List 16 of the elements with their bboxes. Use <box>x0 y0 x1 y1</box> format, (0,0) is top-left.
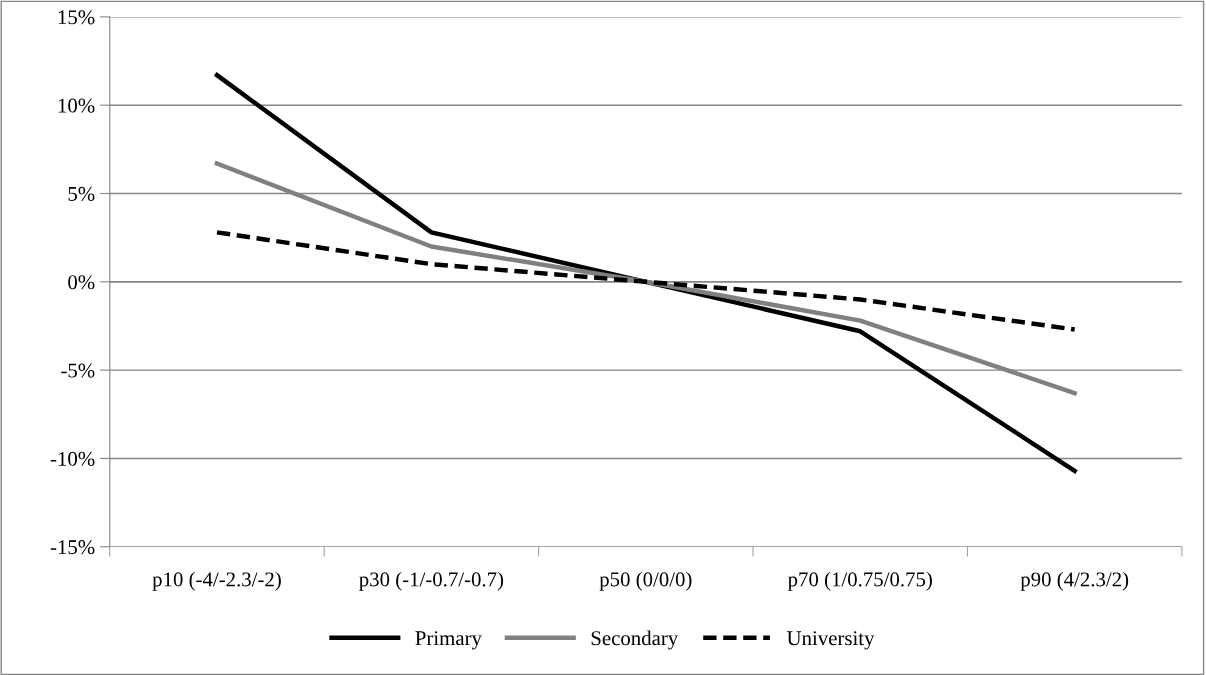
x-tick-label: p10 (-4/-2.3/-2) <box>152 571 281 591</box>
y-tick-label: 15% <box>58 10 95 25</box>
y-tick-label: 10% <box>58 98 95 113</box>
y-tick-label: -10% <box>50 451 95 466</box>
x-tick-label: p50 (0/0/0) <box>599 571 692 591</box>
y-tick-label: 5% <box>68 186 95 201</box>
line-series <box>214 72 1077 474</box>
x-tick-label: p90 (4/2.3/2) <box>1020 571 1129 591</box>
legend-label: Secondary <box>591 630 679 650</box>
y-tick-label: -15% <box>50 540 95 555</box>
y-tick-label: -5% <box>61 363 95 378</box>
y-tick-label: 0% <box>68 275 95 290</box>
legend-label: Primary <box>415 631 482 650</box>
legend-label: University <box>786 631 875 650</box>
x-tick-label: p70 (1/0.75/0.75) <box>787 571 932 591</box>
x-tick-label: p30 (-1/-0.7/-0.7) <box>359 571 504 591</box>
